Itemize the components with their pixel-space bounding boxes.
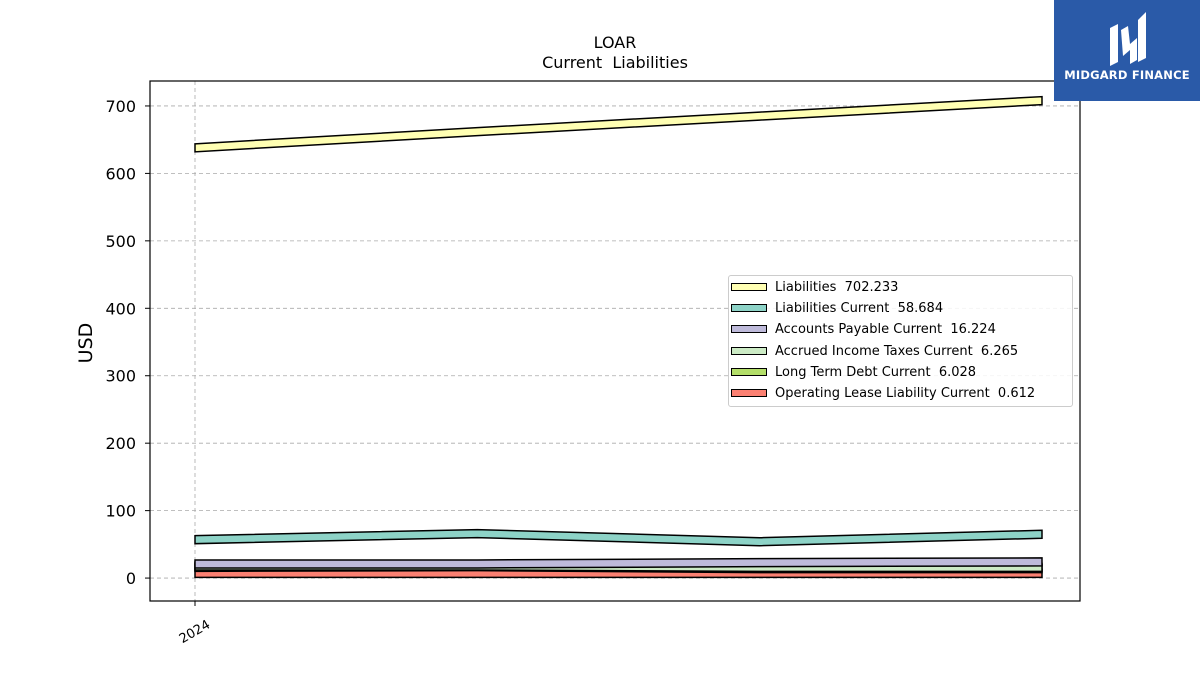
plot-frame xyxy=(149,80,1081,602)
logo-mark-icon xyxy=(1110,12,1146,66)
y-tick-label: 0 xyxy=(126,569,136,588)
y-tick-label: 500 xyxy=(105,232,136,251)
y-tick-label: 100 xyxy=(105,502,136,521)
legend-label: Operating Lease Liability Current 0.612 xyxy=(775,385,1036,401)
legend-item: Long Term Debt Current 6.028 xyxy=(729,364,1072,385)
y-tick-label: 700 xyxy=(105,97,136,116)
legend-swatch xyxy=(731,325,767,334)
legend-item: Accounts Payable Current 16.224 xyxy=(729,321,1072,342)
legend-label: Accrued Income Taxes Current 6.265 xyxy=(775,343,1019,359)
legend-swatch xyxy=(731,367,767,376)
midgard-finance-logo: MIDGARD FINANCE xyxy=(1054,0,1200,101)
x-axis: 2024 xyxy=(177,601,213,647)
legend-swatch xyxy=(731,388,767,397)
legend-label: Accounts Payable Current 16.224 xyxy=(775,322,996,338)
y-tick-label: 300 xyxy=(105,367,136,386)
legend-swatch xyxy=(731,283,767,291)
chart-title: LOAR xyxy=(594,33,637,52)
legend-label: Liabilities Current 58.684 xyxy=(775,301,944,317)
series-group xyxy=(194,95,1043,579)
legend-label: Long Term Debt Current 6.028 xyxy=(775,364,977,380)
legend-item: Liabilities 702.233 xyxy=(729,279,1072,300)
series-accounts-payable-current xyxy=(194,557,1043,569)
legend-label: Liabilities 702.233 xyxy=(775,280,899,295)
legend: Liabilities 702.233 Liabilities Current 5… xyxy=(728,275,1073,407)
legend-item: Liabilities Current 58.684 xyxy=(729,300,1072,321)
x-tick-label: 2024 xyxy=(177,617,213,647)
y-axis: 0 100 200 300 400 500 600 700 xyxy=(105,97,150,588)
legend-item: Accrued Income Taxes Current 6.265 xyxy=(729,343,1072,364)
legend-swatch xyxy=(731,346,767,355)
legend-swatch xyxy=(731,304,767,313)
chart-subtitle: Current Liabilities xyxy=(542,53,688,72)
y-tick-label: 600 xyxy=(105,164,136,183)
series-liabilities xyxy=(194,95,1043,153)
y-tick-label: 400 xyxy=(105,299,136,318)
series-liabilities-current xyxy=(194,528,1043,547)
y-tick-label: 200 xyxy=(105,434,136,453)
logo-text: MIDGARD FINANCE xyxy=(1064,68,1190,82)
legend-item: Operating Lease Liability Current 0.612 xyxy=(729,385,1072,406)
y-axis-label: USD xyxy=(75,323,97,364)
